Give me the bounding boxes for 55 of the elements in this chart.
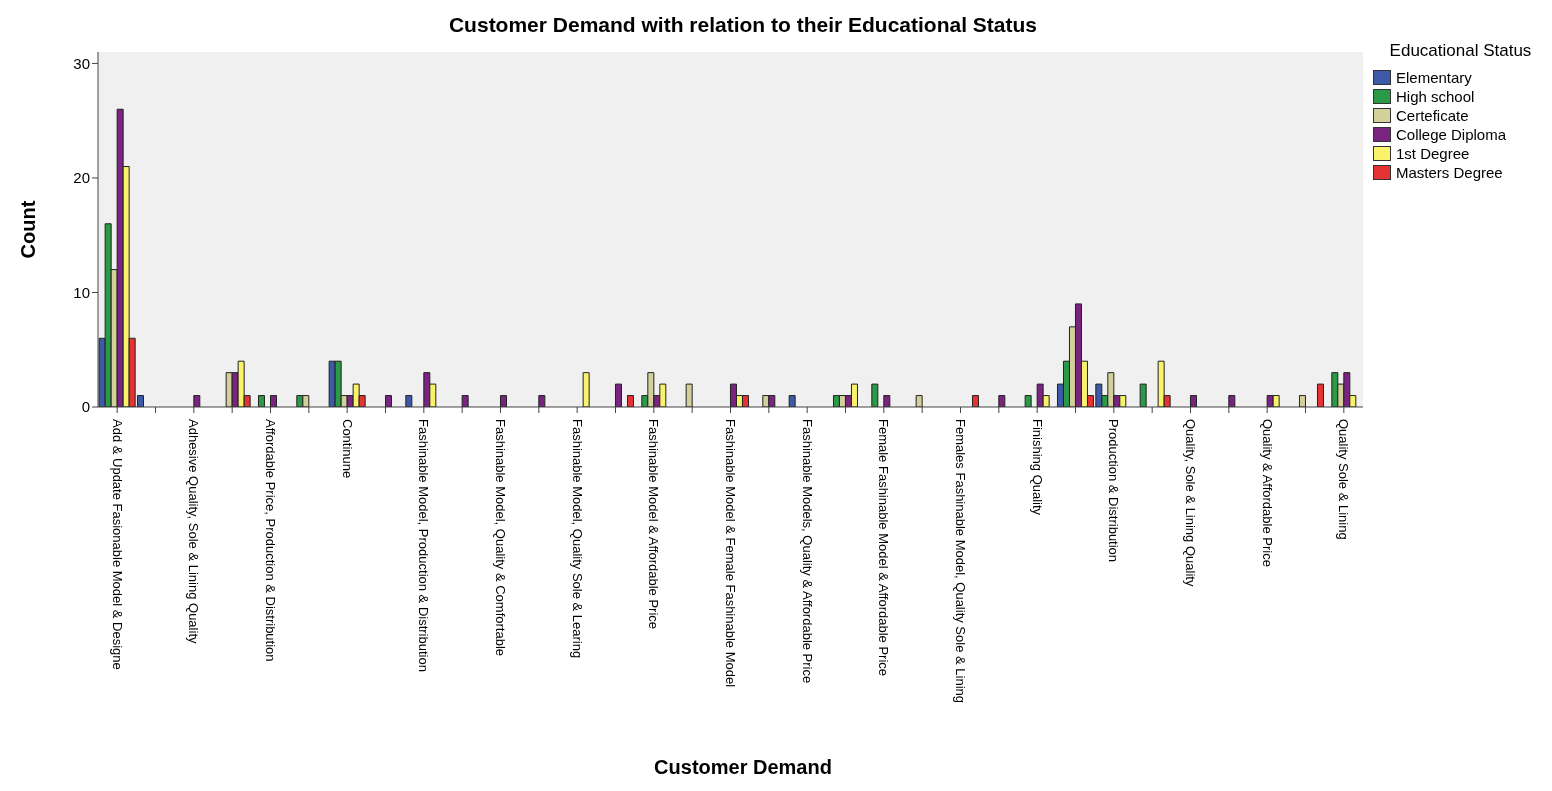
bar (614, 383, 622, 407)
x-tick-label: Fashinable Model & Affordable Price (646, 419, 662, 630)
x-tick-label: Add & Update Fasionable Model & Designe (109, 419, 125, 670)
bar (1316, 383, 1324, 407)
x-tick-label: Adhesive Quality, Sole & Lining Quality (186, 419, 202, 644)
bar (499, 395, 507, 407)
x-tick-label: Continune (339, 419, 355, 479)
bar (1228, 395, 1236, 407)
bar (915, 395, 923, 407)
bar (971, 395, 979, 407)
x-tick-label: Quality Sole & Lining (1336, 419, 1352, 540)
bar (998, 395, 1006, 407)
bar (1298, 395, 1306, 407)
bar (871, 383, 879, 407)
x-tick-label: Finishing Quality (1029, 419, 1045, 516)
y-axis-title: Count (17, 200, 40, 259)
bar (384, 395, 392, 407)
legend-label: Certeficate (1396, 107, 1469, 124)
bar (685, 383, 693, 407)
x-tick-label: Female Fashinable Model & Affordable Price (876, 419, 892, 677)
legend-label: 1st Degree (1396, 145, 1470, 162)
x-tick-label: Fashinable Model, Production & Distribution (416, 419, 432, 672)
bar (1024, 395, 1032, 407)
y-tick-label: 30 (73, 54, 90, 72)
bar (582, 372, 590, 407)
bar (538, 395, 546, 407)
bar (193, 395, 201, 407)
x-tick-label: Females Fashinable Model, Quality Sole & Lining (953, 419, 968, 703)
bar (883, 395, 891, 407)
legend-label: Elementary (1396, 69, 1472, 86)
x-tick-label: Affordable Price, Production & Distribution (263, 419, 278, 662)
x-axis-title: Customer Demand (653, 756, 833, 779)
chart-title: Customer Demand with relation to their Educational Status (447, 12, 1039, 38)
bar (1189, 395, 1197, 407)
x-tick-label: Fashinable Models, Quality & Affordable Price (799, 419, 815, 684)
x-tick-label: Quality, Sole & Lining Quality (1183, 419, 1198, 587)
bar (1139, 383, 1147, 407)
legend-label: High school (1396, 88, 1475, 105)
bar (461, 395, 469, 407)
bar (269, 395, 277, 407)
y-tick-label: 10 (73, 283, 90, 301)
legend-title: Educational Status (1388, 41, 1533, 60)
bar (788, 395, 796, 407)
y-tick-label: 20 (73, 169, 90, 187)
legend-label: College Diploma (1396, 126, 1507, 143)
x-tick-label: Fashinable Model, Quality & Comfortable (493, 419, 508, 657)
y-tick-label: 0 (81, 398, 90, 416)
x-tick-label: Quality & Affordable Price (1259, 419, 1275, 567)
bar (257, 395, 265, 407)
x-tick-label: Fashinable Model, Quality Sole & Learing (569, 419, 585, 659)
legend-label: Masters Degree (1396, 164, 1503, 181)
x-tick-label: Fashinable Model & Female Fashinable Model (723, 419, 738, 688)
bar (626, 395, 634, 407)
bar (405, 395, 413, 407)
x-tick-label: Production & Distribution (1106, 419, 1122, 563)
